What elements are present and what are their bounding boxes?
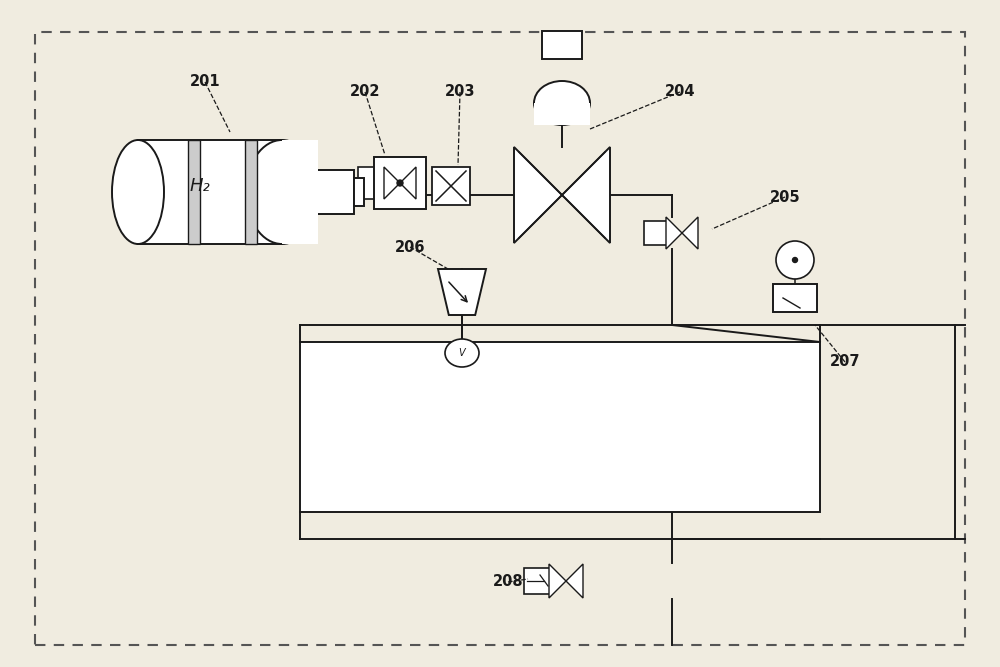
Text: 205: 205 [770,189,800,205]
Polygon shape [682,217,698,249]
Text: H₂: H₂ [190,177,210,195]
Polygon shape [549,564,566,598]
Bar [138,140,282,244]
Bar [316,170,354,214]
Polygon shape [438,269,486,315]
Bar [644,221,668,245]
Text: 206: 206 [395,239,425,255]
Text: 203: 203 [445,85,475,99]
Circle shape [792,257,798,263]
Ellipse shape [445,339,479,367]
Text: 204: 204 [665,85,695,99]
Bar [300,342,820,512]
Text: 201: 201 [190,75,220,89]
Circle shape [397,180,403,186]
Text: 202: 202 [350,85,380,99]
Bar [188,140,200,244]
Polygon shape [384,167,400,199]
Polygon shape [514,147,562,243]
Ellipse shape [112,140,164,244]
Ellipse shape [534,81,590,125]
Text: 207: 207 [830,354,860,370]
Polygon shape [666,217,682,249]
Ellipse shape [246,140,318,244]
Polygon shape [400,167,416,199]
Bar [358,167,376,199]
Bar [354,178,364,206]
Bar [432,167,470,205]
Bar [773,284,817,312]
Polygon shape [562,147,610,243]
Bar [374,157,426,209]
Bar [245,140,257,244]
Text: 208: 208 [493,574,523,590]
Text: V: V [459,348,465,358]
Polygon shape [566,564,583,598]
Bar [282,140,318,244]
Bar [524,568,550,594]
Bar [542,31,582,59]
Bar [534,103,590,125]
Circle shape [776,241,814,279]
